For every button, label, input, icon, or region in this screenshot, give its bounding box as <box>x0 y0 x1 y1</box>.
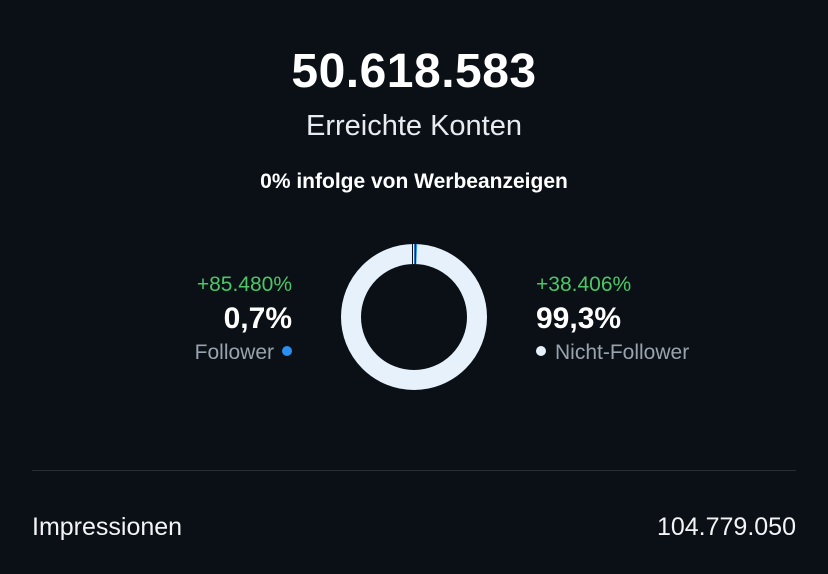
non-follower-delta: +38.406% <box>536 273 632 296</box>
audience-donut-chart <box>341 244 487 390</box>
follower-percent: 0,7% <box>223 302 292 335</box>
follower-legend-label: Follower <box>194 341 274 364</box>
reached-accounts-label: Erreichte Konten <box>305 110 522 142</box>
section-divider <box>32 470 796 471</box>
non-follower-percent: 99,3% <box>536 302 622 335</box>
impressions-label: Impressionen <box>32 513 183 541</box>
non-follower-legend: Nicht-Follower <box>536 340 689 366</box>
non-follower-stat: +38.406% 99,3% Nicht-Follower <box>536 272 689 366</box>
non-follower-legend-label: Nicht-Follower <box>555 341 690 364</box>
ads-share-note: 0% infolge von Werbeanzeigen <box>260 170 568 193</box>
follower-delta: +85.480% <box>196 273 292 296</box>
non-follower-legend-dot <box>536 346 546 357</box>
non-follower-segment <box>341 244 487 390</box>
impressions-value: 104.779.050 <box>656 513 796 541</box>
follower-segment <box>341 244 487 390</box>
follower-legend: Follower <box>195 340 292 366</box>
follower-stat: +85.480% 0,7% Follower <box>195 272 292 366</box>
reached-accounts-value: 50.618.583 <box>291 45 537 98</box>
follower-legend-dot <box>282 346 292 357</box>
